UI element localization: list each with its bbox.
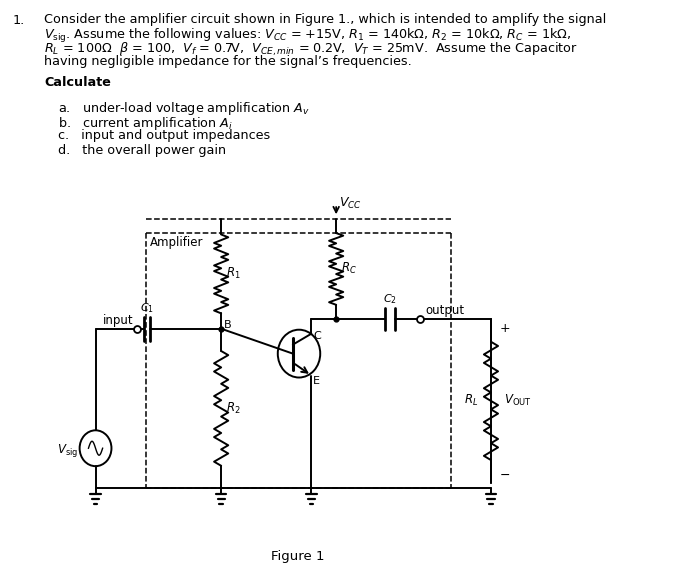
Text: d.   the overall power gain: d. the overall power gain (57, 144, 225, 157)
Text: b.   current amplification $A_i$: b. current amplification $A_i$ (57, 114, 232, 131)
Text: input: input (103, 314, 134, 327)
Text: Amplifier: Amplifier (149, 236, 203, 249)
Text: B: B (224, 320, 232, 330)
Text: a.   under-load voltage amplification $A_v$: a. under-load voltage amplification $A_v… (57, 100, 309, 117)
Text: $R_L$: $R_L$ (464, 393, 479, 408)
Text: $C_2$: $C_2$ (383, 292, 397, 306)
Text: $V_{\rm OUT}$: $V_{\rm OUT}$ (504, 393, 532, 408)
Text: $R_L$ = 100$\Omega$  $\beta$ = 100,  $V_f$ = 0.7V,  $V_{CE,min}$ = 0.2V,  $V_T$ : $R_L$ = 100$\Omega$ $\beta$ = 100, $V_f$… (45, 41, 578, 58)
Text: output: output (425, 304, 464, 317)
Text: E: E (313, 375, 320, 385)
Text: Figure 1: Figure 1 (271, 550, 325, 563)
Text: $R_C$: $R_C$ (342, 261, 357, 276)
Text: +: + (500, 322, 510, 335)
Text: 1.: 1. (12, 14, 24, 27)
Text: having negligible impedance for the signal’s frequencies.: having negligible impedance for the sign… (45, 55, 412, 68)
Text: −: − (500, 469, 510, 482)
Text: $R_2$: $R_2$ (227, 401, 241, 416)
Text: $V_{\rm sig}$. Assume the following values: $V_{CC}$ = +15V, $R_1$ = 140k$\Omega: $V_{\rm sig}$. Assume the following valu… (45, 27, 572, 45)
Text: $R_1$: $R_1$ (227, 267, 241, 281)
Text: $C_1$: $C_1$ (140, 301, 155, 315)
Text: c.   input and output impedances: c. input and output impedances (57, 130, 270, 143)
Text: C: C (313, 331, 321, 341)
Text: Calculate: Calculate (45, 76, 111, 89)
Text: $V_{\rm sig}$: $V_{\rm sig}$ (57, 441, 78, 458)
Text: $V_{CC}$: $V_{CC}$ (339, 196, 362, 211)
Text: Consider the amplifier circuit shown in Figure 1., which is intended to amplify : Consider the amplifier circuit shown in … (45, 13, 606, 26)
